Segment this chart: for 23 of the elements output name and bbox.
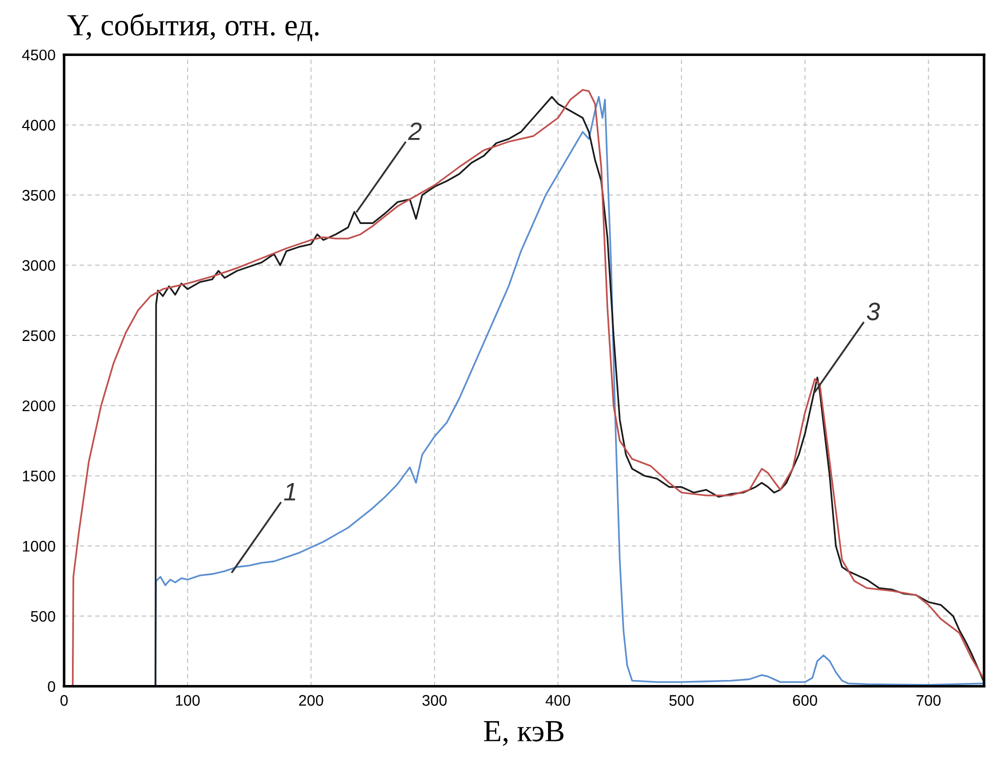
x-tick-label: 300 <box>422 695 447 706</box>
x-tick-label: 500 <box>669 695 694 706</box>
y-tick-label: 2500 <box>22 330 56 342</box>
x-tick-label: 200 <box>299 695 324 706</box>
y-tick-label: 4000 <box>22 120 56 131</box>
annotation: 1 <box>284 483 296 500</box>
annotation: 2 <box>408 122 422 140</box>
y-tick-label: 3000 <box>22 260 56 271</box>
x-tick-label: 600 <box>793 695 818 706</box>
annotation: 3 <box>866 302 880 320</box>
y-tick-label: 2000 <box>22 400 56 412</box>
x-axis-title: E, кэВ <box>484 721 564 746</box>
y-tick-label: 4500 <box>22 50 56 60</box>
x-tick-label: 100 <box>176 695 200 706</box>
y-tick-label: 0 <box>48 681 56 692</box>
y-tick-label: 500 <box>30 610 56 622</box>
x-tick-label: 400 <box>546 695 570 706</box>
y-tick-label: 3500 <box>22 190 56 201</box>
y-tick-label: 1500 <box>22 470 56 482</box>
x-tick-label: 0 <box>60 695 68 706</box>
y-tick-label: 1000 <box>22 540 56 552</box>
y-axis-title: Y, события, отн. ед. <box>67 13 319 42</box>
x-tick-label: 700 <box>916 695 941 706</box>
